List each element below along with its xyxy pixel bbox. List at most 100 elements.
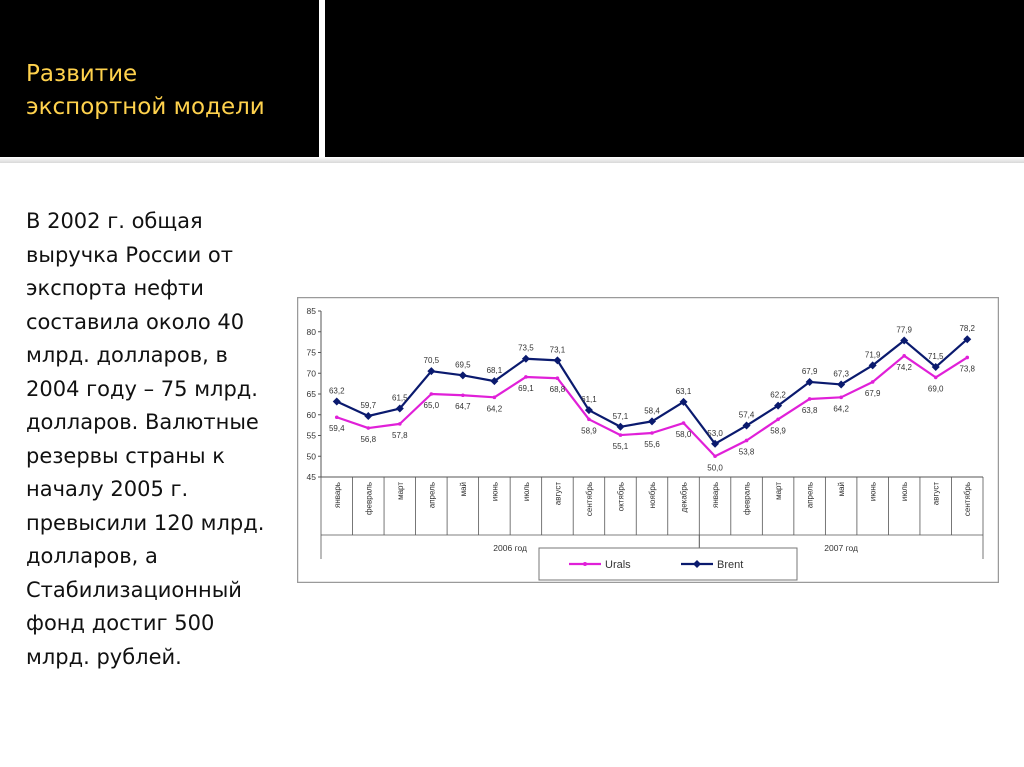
data-label-brent: 57,4 xyxy=(739,411,755,420)
data-label-brent: 70,5 xyxy=(424,356,440,365)
slide-title-line: экспортной модели xyxy=(26,94,265,120)
data-label-urals: 53,8 xyxy=(739,447,755,456)
data-label-urals: 56,8 xyxy=(360,435,376,444)
data-label-urals: 58,9 xyxy=(581,426,597,435)
header-divider xyxy=(319,0,325,157)
y-tick-label: 55 xyxy=(307,431,317,441)
point-urals xyxy=(933,375,938,380)
y-tick-label: 70 xyxy=(307,368,317,378)
data-label-brent: 61,5 xyxy=(392,394,408,403)
point-urals xyxy=(650,431,654,435)
data-label-brent: 59,7 xyxy=(360,401,376,410)
point-brent xyxy=(805,377,814,386)
x-tick-label: март xyxy=(774,482,783,500)
data-label-brent: 58,4 xyxy=(644,406,660,415)
point-brent xyxy=(332,397,341,406)
body-line: фонд достиг 500 xyxy=(26,611,215,635)
y-tick-label: 85 xyxy=(307,306,317,316)
data-label-brent: 63,1 xyxy=(676,387,692,396)
oil-price-chart: 45 50 55 60 65 70 75 80 85 январь февраль март апрел… xyxy=(297,297,999,583)
data-label-brent: 71,9 xyxy=(865,350,881,359)
data-label-brent: 71,5 xyxy=(928,352,944,361)
x-tick-label: сентябрь xyxy=(585,482,594,516)
point-urals xyxy=(965,355,970,360)
point-urals xyxy=(776,417,780,422)
point-brent xyxy=(490,377,499,386)
group-label: 2007 год xyxy=(824,543,858,553)
point-brent xyxy=(837,380,846,389)
title-panel xyxy=(0,0,319,157)
point-brent xyxy=(900,336,909,345)
point-brent xyxy=(458,371,467,380)
x-tick-label: сентябрь xyxy=(963,482,972,516)
y-tick-label: 50 xyxy=(307,451,317,461)
point-urals xyxy=(839,395,843,400)
header-rule xyxy=(0,157,1024,163)
data-label-urals: 64,2 xyxy=(487,404,503,413)
legend-label-brent: Brent xyxy=(717,559,743,571)
body-line: экспорта нефти xyxy=(26,276,204,300)
x-tick-label: июнь xyxy=(490,482,499,501)
point-brent xyxy=(868,361,877,370)
x-tick-label: февраль xyxy=(364,482,373,515)
point-brent xyxy=(679,397,688,406)
x-tick-label: июнь xyxy=(869,482,878,501)
point-urals xyxy=(492,395,497,400)
data-label-urals: 69,1 xyxy=(518,384,534,393)
data-label-brent: 78,2 xyxy=(959,324,975,333)
data-label-brent: 57,1 xyxy=(613,412,629,421)
point-urals xyxy=(902,354,906,358)
data-label-urals: 58,0 xyxy=(676,430,692,439)
x-tick-label: март xyxy=(396,482,405,500)
chart-svg: 45 50 55 60 65 70 75 80 85 январь февраль март апрел… xyxy=(297,297,999,583)
x-tick-label: апрель xyxy=(427,482,436,508)
body-line: 2004 году – 75 млрд. xyxy=(26,376,258,401)
point-brent xyxy=(553,356,562,365)
data-label-urals: 73,8 xyxy=(959,364,975,373)
point-urals xyxy=(744,438,749,443)
body-line: Стабилизационный xyxy=(26,577,242,602)
data-label-urals: 59,4 xyxy=(329,424,345,433)
data-label-urals: 63,8 xyxy=(802,406,818,415)
y-tick-label: 45 xyxy=(307,472,317,482)
point-brent xyxy=(742,421,751,430)
point-urals xyxy=(713,454,717,459)
body-line: резервы страны к xyxy=(26,443,225,468)
x-tick-label: апрель xyxy=(806,482,815,508)
point-urals xyxy=(618,433,623,437)
data-label-brent: 69,5 xyxy=(455,360,471,369)
data-label-urals: 55,1 xyxy=(613,442,629,451)
legend-label-urals: Urals xyxy=(605,559,631,571)
point-urals xyxy=(429,392,434,396)
point-urals xyxy=(681,421,686,425)
slide-title-line: Развитие xyxy=(26,61,138,87)
point-urals xyxy=(807,397,812,401)
point-urals xyxy=(366,426,371,430)
body-line: В 2002 г. общая xyxy=(26,209,203,233)
point-brent xyxy=(931,363,940,372)
point-brent xyxy=(427,367,436,376)
data-label-brent: 68,1 xyxy=(487,366,503,375)
data-label-urals: 64,2 xyxy=(833,404,849,413)
point-brent xyxy=(521,354,530,363)
y-tick-label: 65 xyxy=(307,389,317,399)
data-label-urals: 67,9 xyxy=(865,389,881,398)
point-brent xyxy=(963,335,972,344)
legend-marker-urals xyxy=(583,562,587,566)
x-tick-label: май xyxy=(837,482,846,496)
point-brent xyxy=(364,411,373,420)
data-label-urals: 58,9 xyxy=(770,426,786,435)
point-urals xyxy=(461,393,465,398)
body-line: млрд. долларов, в xyxy=(26,343,228,367)
slide-title: Развитие экспортной модели xyxy=(26,58,306,124)
body-line: превысили 120 млрд. xyxy=(26,510,265,535)
x-tick-label: август xyxy=(553,482,562,506)
body-line: млрд. рублей. xyxy=(26,644,182,669)
body-line: долларов, а xyxy=(26,544,158,568)
data-label-urals: 55,6 xyxy=(644,440,660,449)
x-tick-label: август xyxy=(932,482,941,506)
y-tick-label: 75 xyxy=(307,348,317,358)
data-label-brent: 67,9 xyxy=(802,367,818,376)
x-tick-label: декабрь xyxy=(680,482,689,512)
y-tick-label: 80 xyxy=(307,327,317,337)
